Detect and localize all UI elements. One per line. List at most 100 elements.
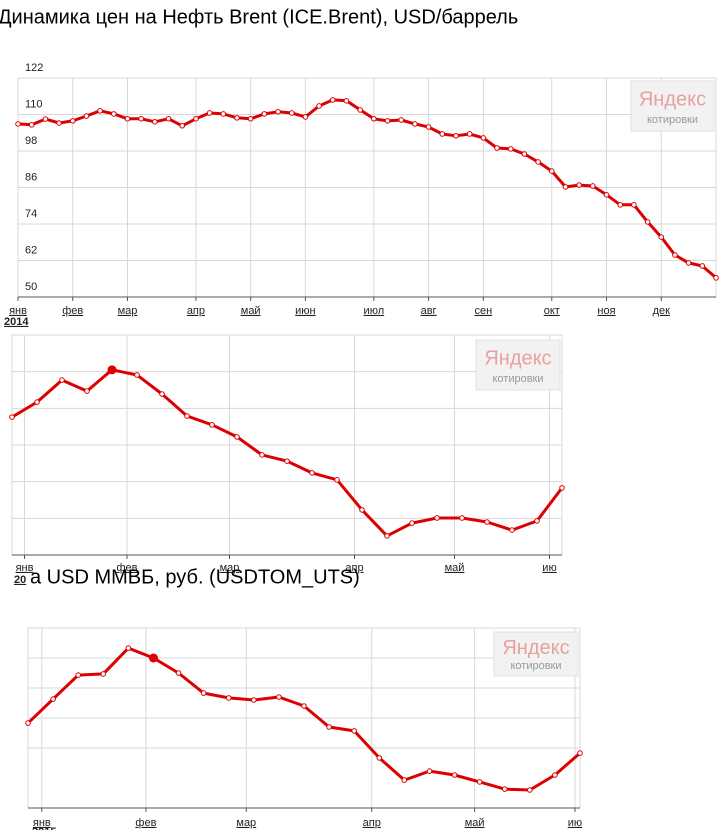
x-tick-label: окт [544,305,560,317]
data-point [28,122,35,128]
x-tick-label: май [241,305,261,317]
y-tick-label: 98 [25,135,37,147]
data-point [124,115,131,122]
x-tick-label: апр [363,817,381,829]
data-point [658,234,665,240]
data-point [56,120,62,126]
data-point [371,115,377,122]
data-point [200,690,207,696]
data-point [401,777,408,783]
x-tick-label: мар [236,817,256,829]
data-point [302,114,309,120]
data-point [284,458,290,464]
chart-background [0,328,570,586]
data-point [384,118,391,124]
data-point [501,786,508,792]
data-point [184,413,190,419]
data-point [234,434,240,440]
data-point [412,121,418,127]
data-point [552,772,558,778]
data-point [148,653,158,663]
x-tick-label: янв [16,562,34,574]
data-point [138,115,144,122]
year-label: 2014 [4,316,29,328]
data-point [100,671,107,677]
x-tick-label: янв [9,305,27,317]
data-point [107,365,117,375]
data-point [111,111,117,117]
chart-title: Динамика цен на Нефть Brent (ICE.Brent),… [0,6,518,28]
x-tick-label: фев [62,305,83,317]
watermark-box [630,80,715,132]
year-label: 20 [14,574,26,586]
data-point [152,119,158,125]
data-point [261,111,268,117]
data-point [209,422,215,428]
data-point [9,414,15,420]
data-point [159,391,165,397]
y-tick-label: 62 [25,244,37,256]
data-point [631,202,637,208]
y-tick-label: 50 [25,281,37,293]
x-tick-label: янв [33,817,51,829]
data-point [357,107,363,113]
data-point [84,388,90,394]
data-point [351,728,357,734]
data-point [259,452,265,458]
data-point [206,110,213,116]
data-point [193,115,199,122]
data-point [534,518,540,524]
x-tick-label: ноя [597,305,615,317]
data-point [527,787,533,793]
data-point [309,470,315,476]
data-point [34,399,40,405]
data-point [125,645,132,651]
data-point [301,703,307,709]
x-tick-label: май [465,817,485,829]
data-point [15,121,21,127]
data-point [409,520,415,526]
watermark-box [475,339,561,391]
x-tick-label: сен [474,305,492,317]
data-point [434,515,440,521]
y-tick-label: 74 [25,208,37,220]
data-point [175,670,182,676]
data-point [699,263,706,269]
data-point [83,113,90,119]
data-point [562,184,569,190]
y-tick-label: 122 [25,62,43,74]
x-tick-label: ию [542,562,556,574]
data-point [521,151,528,157]
data-point [480,135,487,141]
x-tick-label: июн [295,305,315,317]
data-point [225,695,232,701]
data-point [326,724,332,730]
data-point [713,275,719,281]
data-point [398,117,405,123]
year-label: 2015 [32,826,56,830]
data-point [426,768,433,774]
x-tick-label: фев [116,562,137,574]
data-point [451,772,458,778]
data-point [334,477,340,483]
data-point [288,110,295,116]
data-point [69,118,76,124]
data-point [50,696,56,702]
data-point [453,132,459,139]
watermark-brand: Яндекс [639,88,706,110]
data-point [42,116,49,122]
chart: янв фев мар апр май ию Яндекс котировки 20 [0,328,570,586]
data-point [384,533,390,539]
data-point [316,103,322,109]
x-tick-label: авг [421,305,437,317]
data-point [672,252,678,258]
x-tick-label: ию [568,817,582,829]
data-point [459,515,465,521]
x-tick-label: дек [653,305,671,317]
chart-title: а USD ММВБ, руб. (USDTOM_UTS) [30,566,360,588]
data-point [494,145,500,151]
data-point [484,519,490,525]
data-point [644,219,651,225]
